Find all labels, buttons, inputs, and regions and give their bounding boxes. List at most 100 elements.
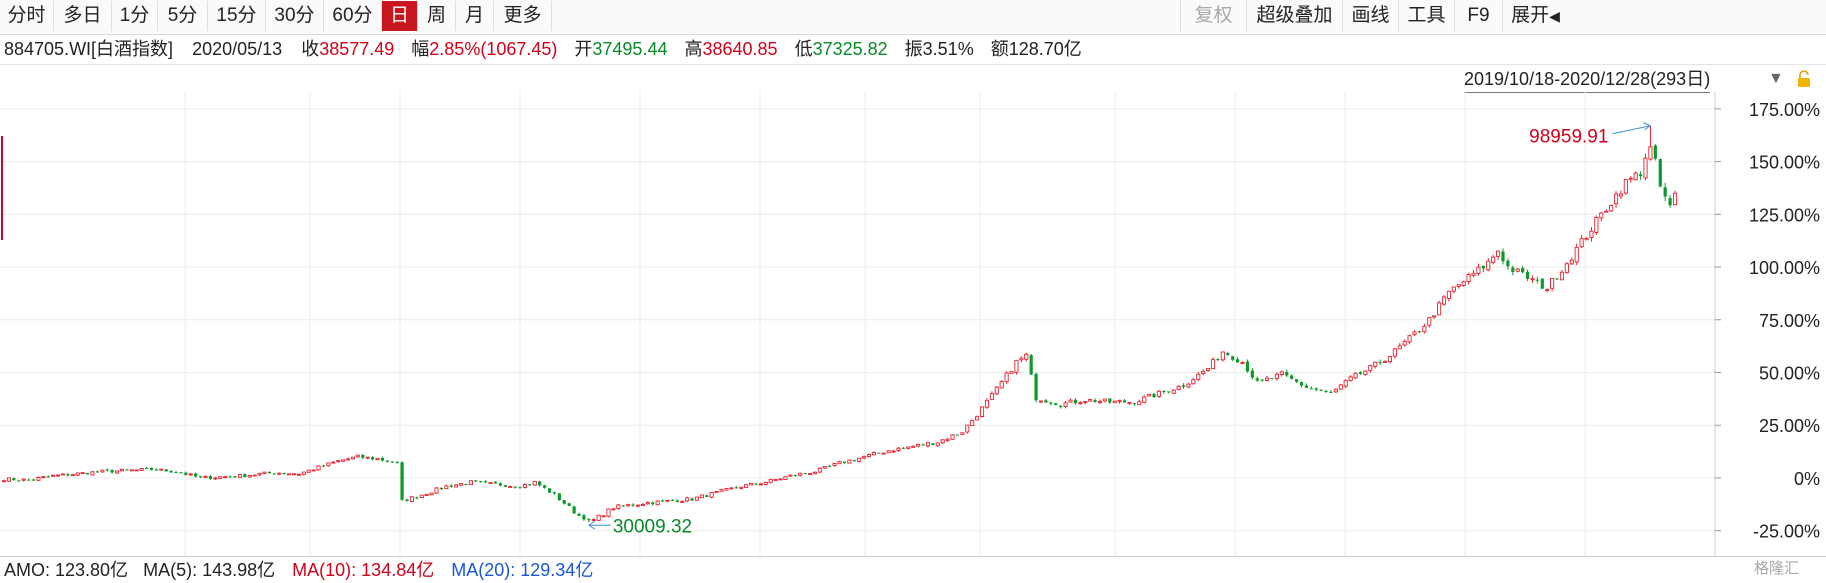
tab-multi-day[interactable]: 多日 (54, 1, 112, 31)
candle (277, 472, 282, 476)
candle (1122, 399, 1127, 403)
candle-body (1363, 370, 1368, 376)
candle-body (1387, 356, 1392, 362)
tab-15min[interactable]: 15分 (208, 1, 266, 31)
candle (1397, 343, 1402, 350)
candle (1068, 398, 1073, 403)
candle (1402, 339, 1407, 347)
tab-weekly[interactable]: 周 (418, 1, 456, 31)
candle-body (316, 465, 321, 471)
candle-body (1097, 400, 1103, 403)
tab-daily[interactable]: 日 (382, 1, 418, 31)
draw-line-button[interactable]: 画线 (1342, 1, 1398, 31)
candle (866, 453, 872, 458)
candle (75, 472, 80, 476)
candle-body (400, 462, 404, 500)
tab-1min[interactable]: 1分 (112, 1, 158, 31)
candle (645, 501, 650, 505)
candle-body (1054, 403, 1058, 406)
tab-more[interactable]: 更多 (494, 1, 552, 31)
date-range-selector[interactable]: 2019/10/18-2020/12/28(293日) (1464, 66, 1711, 93)
candle (852, 459, 856, 462)
candle-body (208, 475, 213, 479)
candle (773, 479, 778, 481)
candle (1210, 357, 1216, 370)
candle-body (262, 471, 267, 474)
f9-button[interactable]: F9 (1454, 1, 1502, 31)
candle-body (866, 454, 872, 457)
candle-body (1038, 400, 1044, 403)
candle-body (881, 452, 886, 455)
candle-body (1589, 230, 1594, 239)
candle-body (1501, 251, 1505, 262)
candle-body (1633, 172, 1638, 181)
candle-body (631, 504, 635, 506)
candle-body (572, 506, 576, 514)
tools-button[interactable]: 工具 (1398, 1, 1454, 31)
candle-body (1004, 372, 1009, 383)
candle (1343, 379, 1348, 389)
candle (355, 454, 360, 459)
candle-body (464, 484, 468, 486)
super-overlay-button[interactable]: 超级叠加 (1246, 1, 1342, 31)
candle-body (1279, 371, 1284, 375)
candle-body (945, 438, 950, 442)
candle-body (444, 485, 449, 490)
candle (611, 508, 616, 511)
tab-intraday[interactable]: 分时 (0, 1, 54, 31)
tab-30min[interactable]: 30分 (266, 1, 324, 31)
candle (508, 485, 513, 488)
candle (891, 449, 896, 454)
candle-body (331, 461, 336, 464)
candle (1348, 375, 1353, 382)
candle-body (1599, 212, 1604, 219)
candle-body (1471, 272, 1476, 277)
range-dropdown-icon[interactable]: ▼ (1768, 70, 1784, 87)
watermark-logo: 格隆汇 (1754, 560, 1800, 577)
candle (616, 503, 621, 510)
y-tick-label: 125.00% (1749, 205, 1820, 225)
candle (1044, 398, 1048, 403)
candle-body (665, 499, 670, 502)
candle-body (179, 472, 183, 474)
candle-body (21, 478, 26, 481)
candle (498, 482, 502, 487)
restore-rights-button[interactable]: 复权 (1180, 1, 1246, 31)
tab-monthly[interactable]: 月 (456, 1, 494, 31)
candle (685, 496, 690, 503)
candle-body (1486, 260, 1491, 271)
candle (729, 487, 734, 490)
candle (1555, 278, 1559, 280)
candle (361, 454, 365, 460)
candle (1638, 171, 1643, 181)
tab-60min[interactable]: 60分 (324, 1, 382, 31)
candle-body (1260, 379, 1264, 381)
candle (1299, 381, 1304, 388)
candle-body (1014, 359, 1019, 373)
candle (301, 471, 306, 476)
candle-body (651, 502, 655, 505)
candle (528, 484, 532, 486)
tab-5min[interactable]: 5分 (158, 1, 208, 31)
candle (1186, 382, 1191, 389)
candle-body (1299, 382, 1304, 386)
candle (857, 457, 862, 463)
chart-grid (0, 92, 1715, 556)
candle-body (916, 443, 921, 447)
candle (522, 483, 528, 489)
candle (1054, 402, 1058, 406)
candle-body (812, 471, 817, 475)
candle (287, 473, 292, 476)
candle (336, 460, 341, 463)
candle-body (1515, 268, 1520, 272)
candle (6, 477, 11, 483)
candle (955, 434, 960, 436)
expand-button[interactable]: 展开◀ (1502, 1, 1568, 31)
candle-body (719, 489, 724, 492)
candle (1216, 358, 1220, 362)
candle-body (601, 515, 606, 518)
candle-body (1525, 271, 1530, 279)
candle-body (174, 471, 178, 473)
unlock-icon[interactable] (1796, 70, 1812, 88)
candle (26, 478, 31, 481)
